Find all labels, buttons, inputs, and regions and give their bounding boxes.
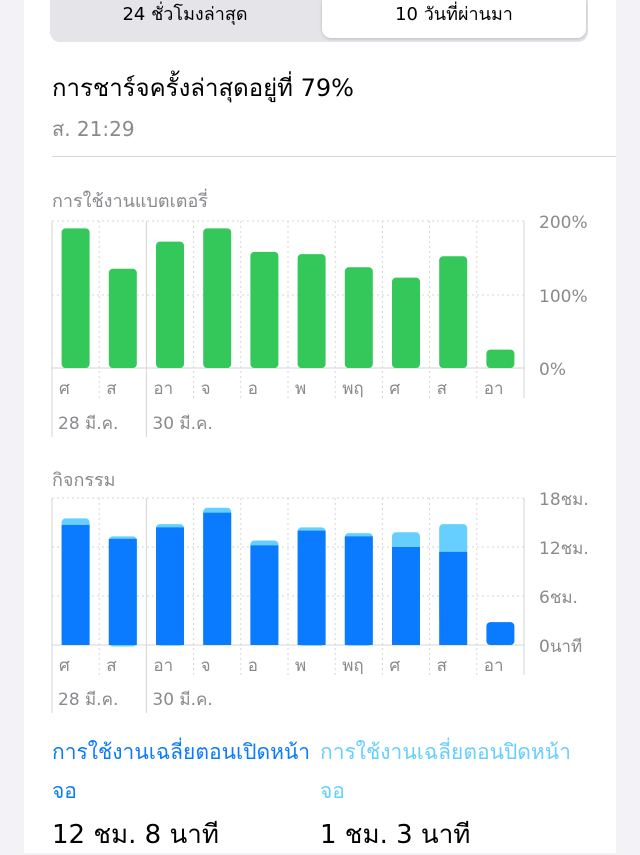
- screen-on-bar: [108, 538, 137, 645]
- x-tick-label: ศ: [59, 379, 70, 399]
- y-tick-label: 100%: [539, 287, 588, 307]
- screen-off-value: 1 ชม. 3 นาที: [320, 820, 471, 850]
- x-tick-label: อา: [153, 656, 173, 676]
- x-tick-label: อ: [248, 379, 258, 399]
- x-tick-label: ส: [437, 656, 448, 676]
- x-tick-label: จ: [201, 656, 211, 676]
- x-tick-label: พฤ: [342, 656, 364, 676]
- x-tick-label: อ: [248, 656, 258, 676]
- activity-chart-title: กิจกรรม: [52, 470, 116, 491]
- y-tick-label: 18ชม.: [539, 490, 589, 510]
- battery-bar: [61, 228, 90, 368]
- battery-bar: [344, 267, 373, 368]
- y-tick-label: 6ชม.: [539, 588, 578, 608]
- y-tick-label: 0%: [539, 360, 566, 380]
- screen-off-label: การใช้งานเฉลี่ยตอนปิดหน้าจอ: [320, 740, 571, 803]
- screen-on-label: การใช้งานเฉลี่ยตอนเปิดหน้าจอ: [52, 740, 311, 803]
- battery-bar: [486, 349, 515, 368]
- last-charge-time: ส. 21:29: [52, 117, 135, 141]
- screen-on-bar: [156, 527, 184, 645]
- period-segmented-control: 24 ชั่วโมงล่าสุด 10 วันที่ผ่านมา: [50, 0, 588, 42]
- x-tick-label: ศ: [59, 656, 70, 676]
- y-tick-label: 200%: [539, 213, 588, 233]
- section-divider: [52, 156, 616, 157]
- screen-on-bar: [344, 536, 373, 645]
- battery-bar: [108, 268, 137, 368]
- date-label: 30 มี.ค.: [152, 414, 212, 434]
- y-tick-label: 0นาที: [539, 637, 582, 657]
- x-tick-label: ศ: [389, 656, 400, 676]
- date-label: 28 มี.ค.: [58, 690, 118, 710]
- date-label: 28 มี.ค.: [58, 414, 118, 434]
- battery-bar: [250, 251, 279, 368]
- battery-bar: [156, 241, 184, 368]
- screen-on-bar: [250, 545, 279, 645]
- screen-on-bar: [61, 524, 90, 645]
- x-tick-label: ส: [106, 379, 117, 399]
- tab-last-10-days[interactable]: 10 วันที่ผ่านมา: [322, 0, 586, 38]
- y-tick-label: 12ชม.: [539, 539, 589, 559]
- tab-last-24-hours[interactable]: 24 ชั่วโมงล่าสุด: [122, 4, 248, 25]
- x-tick-label: ส: [106, 656, 117, 676]
- x-tick-label: ส: [437, 379, 448, 399]
- x-tick-label: อา: [484, 379, 504, 399]
- battery-bar: [297, 254, 326, 368]
- screen-on-bar: [392, 547, 420, 645]
- screen-on-bar: [486, 622, 515, 645]
- screen-on-bar: [439, 551, 468, 645]
- x-tick-label: จ: [201, 379, 211, 399]
- screen-on-value: 12 ชม. 8 นาที: [52, 820, 219, 850]
- battery-card: [24, 0, 616, 853]
- x-tick-label: พ: [295, 379, 306, 399]
- screen-on-bar: [297, 530, 326, 645]
- x-tick-label: อา: [484, 656, 504, 676]
- x-tick-label: อา: [153, 379, 173, 399]
- battery-bar: [392, 277, 420, 368]
- battery-bar: [439, 256, 468, 368]
- last-charge-title: การชาร์จครั้งล่าสุดอยู่ที่ 79%: [52, 74, 354, 102]
- x-tick-label: พ: [295, 656, 306, 676]
- date-label: 30 มี.ค.: [152, 690, 212, 710]
- screen-on-bar: [203, 512, 232, 645]
- x-tick-label: ศ: [389, 379, 400, 399]
- battery-usage-chart-title: การใช้งานแบตเตอรี่: [52, 191, 208, 212]
- x-tick-label: พฤ: [342, 379, 364, 399]
- battery-bar: [203, 228, 232, 368]
